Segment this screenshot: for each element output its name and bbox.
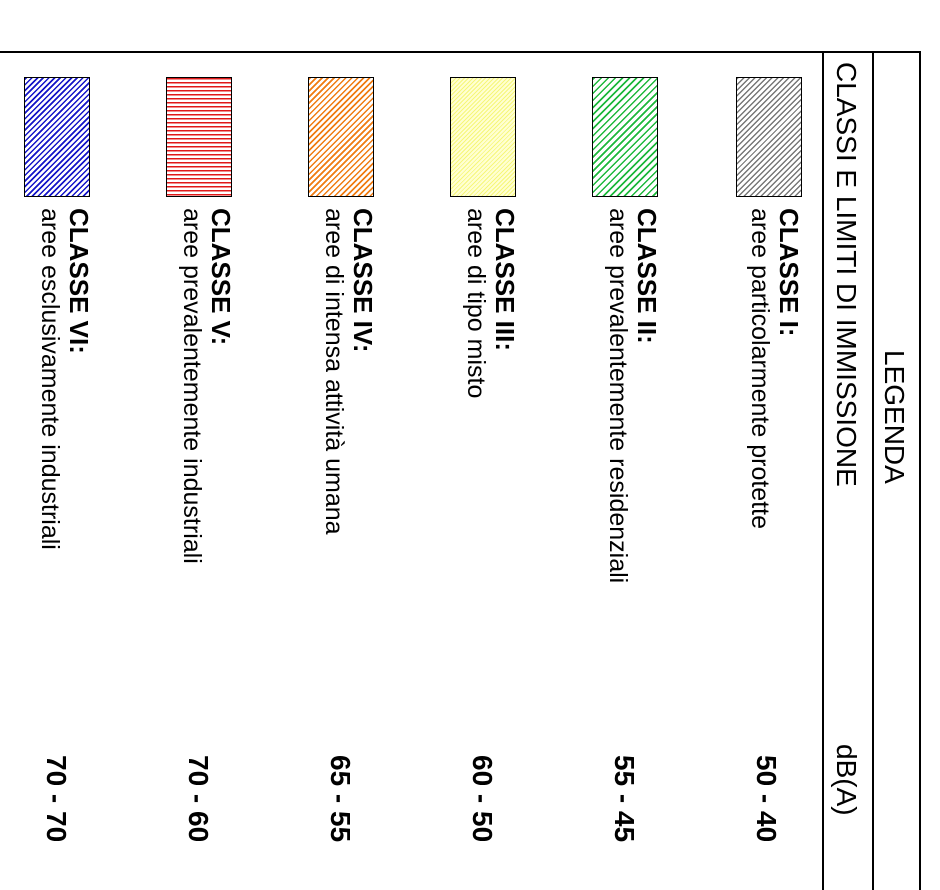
class-2-limits: 55 - 45 bbox=[608, 755, 640, 842]
class-3-description: aree di tipo misto bbox=[461, 208, 490, 398]
class-5-limits: 70 - 60 bbox=[182, 755, 214, 842]
class-6-name: CLASSE VI: bbox=[63, 208, 94, 354]
unit-label: dB(A) bbox=[830, 744, 862, 816]
class-2-swatch bbox=[592, 77, 658, 197]
class-4-swatch bbox=[308, 77, 374, 197]
class-1-name: CLASSE I: bbox=[773, 208, 804, 337]
class-3-limits: 60 - 50 bbox=[466, 755, 498, 842]
class-4-description: aree di intensa attività umana bbox=[319, 208, 348, 535]
class-3-swatch bbox=[450, 77, 516, 197]
class-6-description: aree esclusivamente industriali bbox=[35, 208, 64, 550]
class-1-limits: 50 - 40 bbox=[750, 755, 782, 842]
class-2-description: aree prevalentemente residenziali bbox=[603, 208, 632, 583]
class-1-description: aree particolarmente protette bbox=[745, 208, 774, 529]
legend-subtitle: CLASSI E LIMITI DI IMMISSIONE bbox=[830, 62, 862, 487]
class-4-limits: 65 - 55 bbox=[324, 755, 356, 842]
class-3-name: CLASSE III: bbox=[489, 208, 520, 351]
class-5-swatch bbox=[166, 77, 232, 197]
class-6-swatch bbox=[24, 77, 90, 197]
class-1-swatch bbox=[736, 77, 802, 197]
class-5-description: aree prevalentemente industriali bbox=[177, 208, 206, 564]
class-6-limits: 70 - 70 bbox=[40, 755, 72, 842]
class-5-name: CLASSE V: bbox=[205, 208, 236, 345]
legend-title: LEGENDA bbox=[878, 350, 910, 484]
class-2-name: CLASSE II: bbox=[631, 208, 662, 344]
class-4-name: CLASSE IV: bbox=[347, 208, 378, 352]
